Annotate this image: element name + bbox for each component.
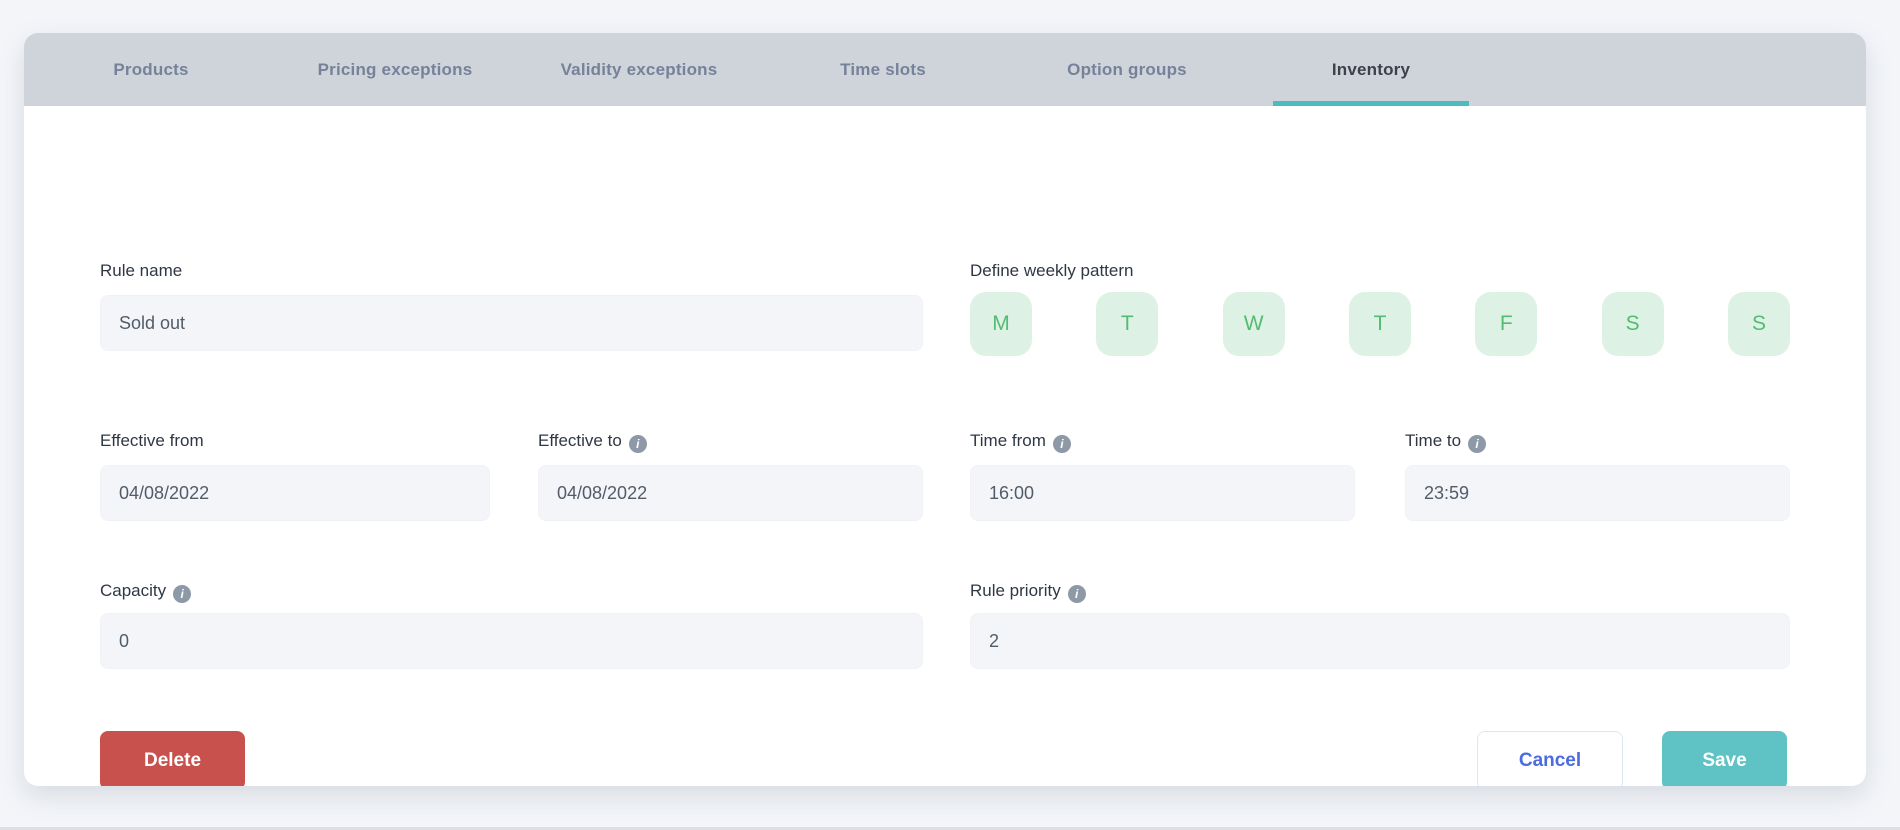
time-from-label: Time from i xyxy=(970,431,1071,453)
time-from-input[interactable] xyxy=(970,465,1355,521)
time-from-label-text: Time from xyxy=(970,431,1046,450)
weekly-pattern-days: M T W T F S S xyxy=(970,292,1790,356)
tab-option-groups[interactable]: Option groups xyxy=(1067,59,1187,79)
inventory-settings-card: Products Pricing exceptions Validity exc… xyxy=(24,33,1866,786)
delete-button[interactable]: Delete xyxy=(100,731,245,786)
capacity-label: Capacity i xyxy=(100,581,192,603)
rule-name-label-text: Rule name xyxy=(100,261,183,280)
day-chip-friday[interactable]: F xyxy=(1475,292,1538,356)
day-chip-thursday[interactable]: T xyxy=(1348,292,1411,356)
cancel-button[interactable]: Cancel xyxy=(1477,731,1623,786)
effective-from-input[interactable] xyxy=(100,465,490,521)
effective-from-label: Effective from xyxy=(100,431,204,451)
tab-bar: Products Pricing exceptions Validity exc… xyxy=(24,33,1866,106)
weekly-pattern-label: Define weekly pattern xyxy=(970,261,1133,281)
weekly-pattern-label-text: Define weekly pattern xyxy=(970,261,1134,280)
window-bottom-edge xyxy=(0,827,1900,830)
rule-priority-label-text: Rule priority xyxy=(970,581,1061,600)
capacity-label-text: Capacity xyxy=(100,581,167,600)
time-to-input[interactable] xyxy=(1405,465,1790,521)
effective-to-input[interactable] xyxy=(538,465,923,521)
rule-priority-label: Rule priority i xyxy=(970,581,1086,603)
rule-name-input[interactable] xyxy=(100,295,923,351)
effective-from-label-text: Effective from xyxy=(100,431,204,450)
effective-to-label-text: Effective to xyxy=(538,431,622,450)
rule-priority-input[interactable] xyxy=(970,613,1790,669)
day-chip-saturday[interactable]: S xyxy=(1601,292,1664,356)
info-icon[interactable]: i xyxy=(173,585,192,603)
info-icon[interactable]: i xyxy=(1052,435,1071,453)
day-chip-wednesday[interactable]: W xyxy=(1222,292,1285,356)
info-icon[interactable]: i xyxy=(628,435,647,453)
time-to-label: Time to i xyxy=(1405,431,1487,453)
time-to-label-text: Time to xyxy=(1405,431,1462,450)
tab-inventory[interactable]: Inventory xyxy=(1249,33,1493,106)
save-button[interactable]: Save xyxy=(1662,731,1787,786)
tab-pricing-exceptions[interactable]: Pricing exceptions xyxy=(317,59,473,79)
effective-to-label: Effective to i xyxy=(538,431,647,453)
info-icon[interactable]: i xyxy=(1468,435,1487,453)
tab-validity-exceptions[interactable]: Validity exceptions xyxy=(560,59,718,79)
tab-products[interactable]: Products xyxy=(113,59,189,79)
info-icon[interactable]: i xyxy=(1067,585,1086,603)
day-chip-tuesday[interactable]: T xyxy=(1096,292,1159,356)
capacity-input[interactable] xyxy=(100,613,923,669)
tab-time-slots[interactable]: Time slots xyxy=(840,59,926,79)
day-chip-sunday[interactable]: S xyxy=(1727,292,1790,356)
rule-name-label: Rule name xyxy=(100,261,182,281)
inventory-rule-form: Rule name Define weekly pattern M T W T … xyxy=(24,106,1866,786)
day-chip-monday[interactable]: M xyxy=(970,292,1032,356)
